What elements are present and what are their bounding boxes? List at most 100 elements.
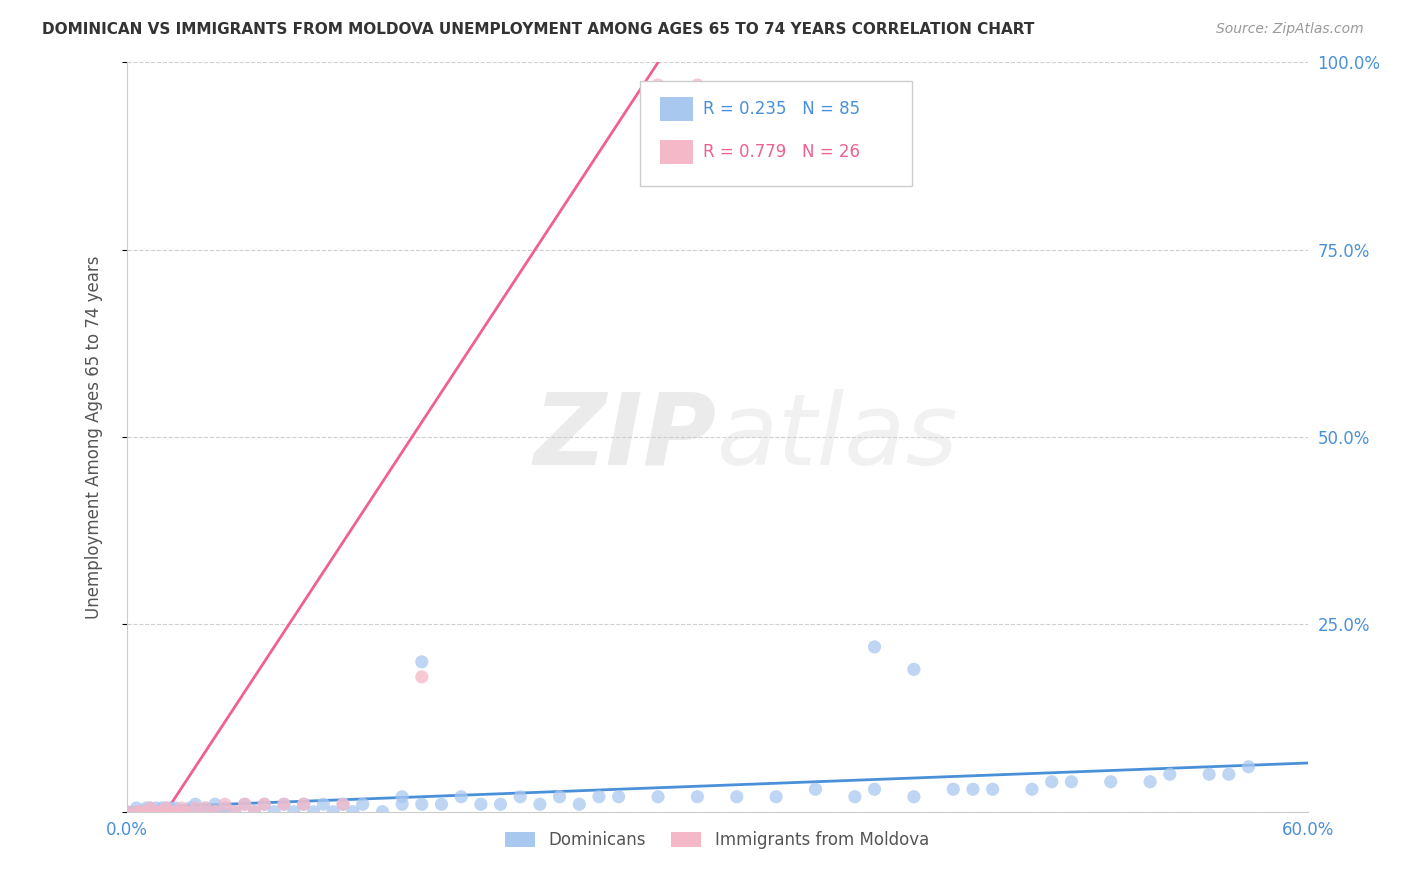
Point — [174, 805, 197, 819]
Point — [184, 797, 207, 812]
Point — [150, 805, 173, 819]
Point — [292, 797, 315, 812]
Y-axis label: Unemployment Among Ages 65 to 74 years: Unemployment Among Ages 65 to 74 years — [84, 255, 103, 619]
Point — [263, 805, 285, 819]
Point — [150, 801, 173, 815]
Point — [139, 801, 162, 815]
Point — [204, 805, 226, 819]
Point — [981, 782, 1004, 797]
Point — [233, 797, 256, 812]
Text: R = 0.779   N = 26: R = 0.779 N = 26 — [703, 143, 860, 161]
Point — [145, 805, 167, 819]
Point — [155, 801, 177, 815]
Point — [283, 805, 305, 819]
Point — [962, 782, 984, 797]
Point — [273, 797, 295, 812]
Point — [125, 805, 148, 819]
Point — [253, 797, 276, 812]
Point — [903, 662, 925, 676]
Point — [198, 805, 221, 819]
Point — [1099, 774, 1122, 789]
Point — [1060, 774, 1083, 789]
Legend: Dominicans, Immigrants from Moldova: Dominicans, Immigrants from Moldova — [499, 824, 935, 855]
Point — [179, 801, 201, 815]
Point — [170, 805, 193, 819]
Point — [194, 805, 217, 819]
Point — [312, 797, 335, 812]
Point — [146, 805, 169, 819]
Point — [686, 789, 709, 804]
Point — [139, 805, 162, 819]
Point — [332, 797, 354, 812]
Bar — [661, 140, 693, 163]
Text: atlas: atlas — [717, 389, 959, 485]
Point — [588, 789, 610, 804]
Point — [155, 805, 177, 819]
Point — [159, 805, 181, 819]
Point — [141, 805, 163, 819]
Point — [204, 797, 226, 812]
Point — [115, 805, 138, 819]
Point — [155, 801, 177, 815]
Point — [150, 805, 173, 819]
Point — [209, 805, 232, 819]
Point — [804, 782, 827, 797]
Point — [273, 797, 295, 812]
Point — [607, 789, 630, 804]
Point — [765, 789, 787, 804]
Point — [243, 805, 266, 819]
Point — [863, 782, 886, 797]
Point — [159, 805, 181, 819]
FancyBboxPatch shape — [640, 81, 912, 186]
Text: DOMINICAN VS IMMIGRANTS FROM MOLDOVA UNEMPLOYMENT AMONG AGES 65 TO 74 YEARS CORR: DOMINICAN VS IMMIGRANTS FROM MOLDOVA UNE… — [42, 22, 1035, 37]
Point — [1198, 767, 1220, 781]
Text: R = 0.235   N = 85: R = 0.235 N = 85 — [703, 100, 860, 118]
Point — [184, 801, 207, 815]
Point — [863, 640, 886, 654]
Point — [1021, 782, 1043, 797]
Point — [135, 805, 157, 819]
Point — [115, 805, 138, 819]
Text: Source: ZipAtlas.com: Source: ZipAtlas.com — [1216, 22, 1364, 37]
Point — [411, 655, 433, 669]
Point — [165, 805, 187, 819]
Point — [125, 805, 148, 819]
Point — [135, 801, 157, 815]
Point — [371, 805, 394, 819]
Point — [903, 789, 925, 804]
Point — [1218, 767, 1240, 781]
Point — [190, 805, 212, 819]
Bar — [661, 97, 693, 121]
Point — [165, 801, 187, 815]
Point — [686, 78, 709, 92]
Point — [243, 805, 266, 819]
Point — [430, 797, 453, 812]
Point — [214, 797, 236, 812]
Point — [1040, 774, 1063, 789]
Point — [411, 670, 433, 684]
Point — [548, 789, 571, 804]
Point — [145, 801, 167, 815]
Point — [214, 801, 236, 815]
Point — [233, 797, 256, 812]
Point — [224, 805, 246, 819]
Point — [194, 801, 217, 815]
Point — [135, 805, 157, 819]
Point — [568, 797, 591, 812]
Point — [1159, 767, 1181, 781]
Point — [942, 782, 965, 797]
Point — [131, 805, 153, 819]
Point — [224, 805, 246, 819]
Point — [139, 801, 162, 815]
Point — [125, 801, 148, 815]
Point — [163, 805, 186, 819]
Point — [332, 797, 354, 812]
Point — [725, 789, 748, 804]
Point — [844, 789, 866, 804]
Point — [170, 801, 193, 815]
Point — [352, 797, 374, 812]
Point — [529, 797, 551, 812]
Point — [489, 797, 512, 812]
Point — [1237, 760, 1260, 774]
Text: ZIP: ZIP — [534, 389, 717, 485]
